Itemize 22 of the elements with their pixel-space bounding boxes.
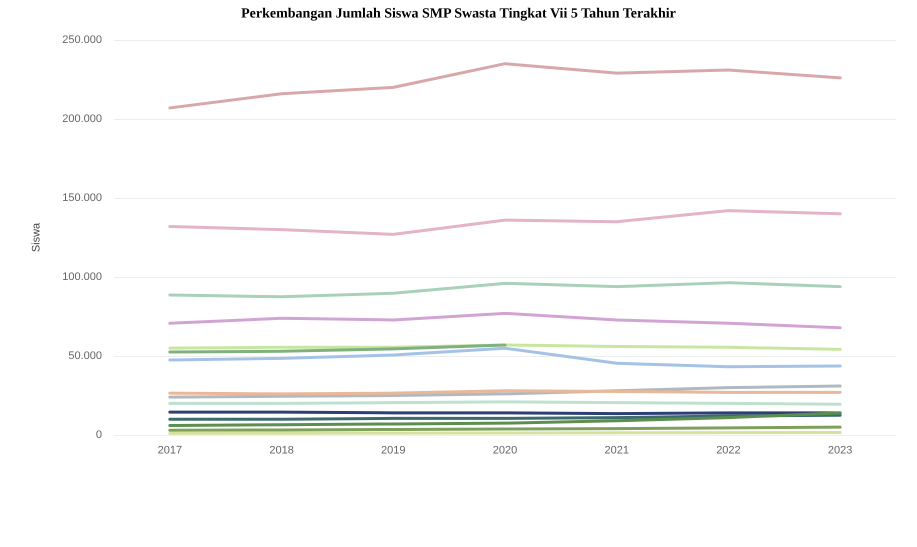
y-axis-title: Siswa	[30, 222, 42, 252]
x-tick-label: 2023	[828, 444, 852, 456]
x-tick-label: 2021	[604, 444, 629, 456]
line-series	[168, 411, 842, 428]
line-series	[168, 209, 842, 236]
line-series	[168, 343, 506, 354]
x-tick-label: 2020	[492, 444, 518, 456]
y-tick-label: 50.000	[68, 350, 102, 362]
y-tick-label: 250.000	[62, 34, 102, 46]
y-tick-label: 150.000	[62, 192, 102, 204]
line-series	[168, 312, 842, 330]
line-series	[168, 281, 842, 298]
x-tick-label: 2018	[269, 444, 294, 456]
line-series	[168, 346, 842, 368]
line-series	[168, 62, 842, 110]
x-tick-label: 2022	[716, 444, 741, 456]
x-tick-label: 2017	[158, 444, 182, 456]
y-tick-label: 0	[96, 429, 102, 441]
chart-title: Perkembangan Jumlah Siswa SMP Swasta Tingkat Vii 5 Tahun Terakhir	[241, 6, 676, 22]
y-tick-label: 100.000	[62, 271, 102, 283]
y-tick-label: 200.000	[62, 113, 102, 125]
x-tick-label: 2019	[381, 444, 406, 456]
